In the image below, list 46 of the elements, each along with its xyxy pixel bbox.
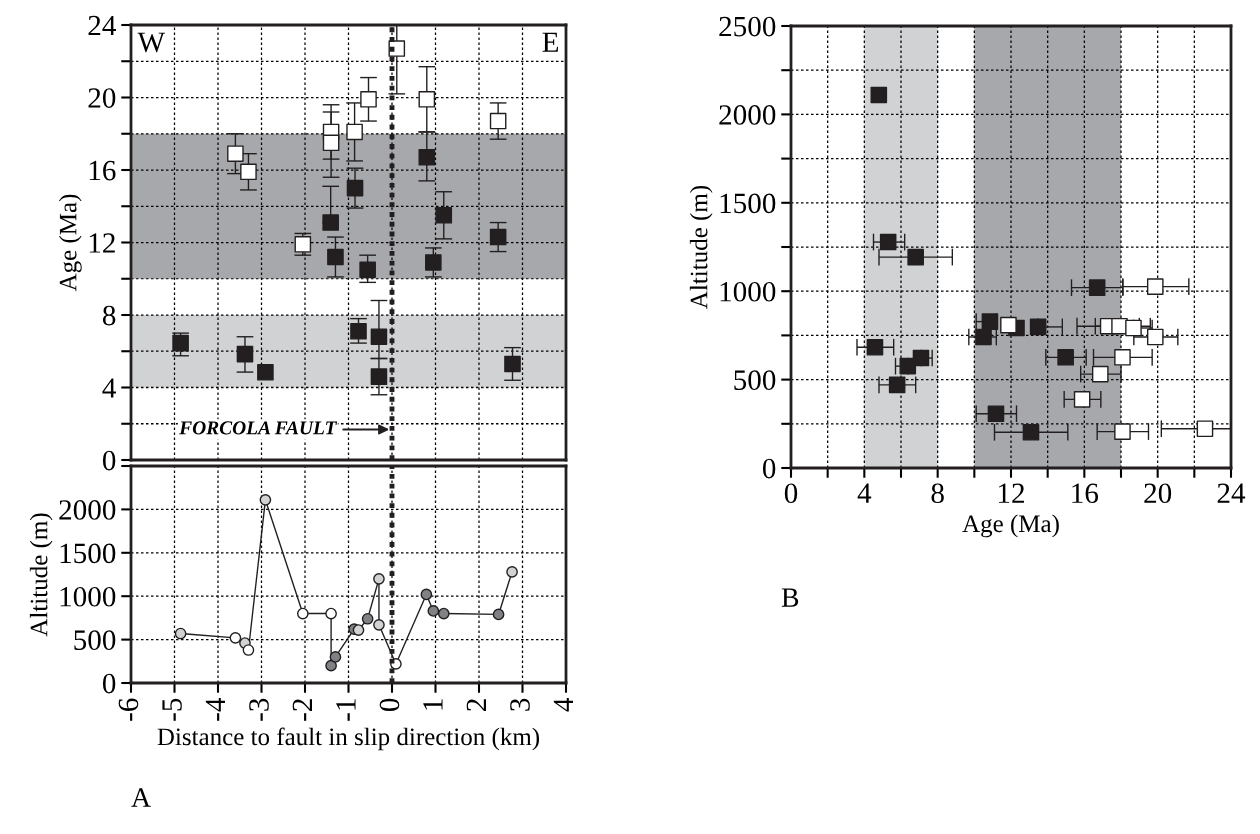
x-tick-label: 0 — [784, 483, 798, 504]
y-tick-label: 2000 — [719, 105, 776, 125]
x-tick-label: 1 — [423, 699, 443, 710]
x-axis-title: Distance to fault in slip direction (km) — [157, 727, 540, 751]
x-tick-label: 4 — [857, 483, 872, 503]
x-tick-label: -5 — [162, 698, 182, 721]
x-tick-label: -2 — [292, 699, 313, 721]
x-tick-label: 3 — [510, 698, 530, 711]
y-axis-title: Age (Ma) — [58, 194, 82, 292]
x-tick-label: -1 — [336, 699, 356, 721]
y-tick-label: 4 — [102, 378, 116, 398]
y-tick-label: 8 — [102, 305, 116, 326]
x-tick-label: 4 — [553, 698, 574, 712]
y-tick-label: 500 — [734, 370, 776, 391]
x-axis-title: Age (Ma) — [962, 514, 1059, 538]
x-tick-label: 0 — [379, 698, 400, 712]
y-tick-label: 12 — [89, 233, 115, 253]
y-tick-label: 1500 — [720, 193, 776, 214]
x-tick-label: -3 — [249, 698, 269, 721]
x-tick-label: 8 — [931, 483, 944, 504]
y-tick-label: 1500 — [60, 543, 116, 564]
x-tick-label: 16 — [1072, 483, 1099, 504]
text: B — [781, 588, 799, 607]
y-tick-label: 16 — [89, 160, 116, 181]
y-tick-label: 2000 — [59, 500, 116, 520]
y-tick-label: 1000 — [720, 281, 776, 302]
annotation: E — [542, 32, 559, 52]
ref-line-label: FORCOLA FAULT — [179, 421, 338, 435]
y-axis-title: Altitude (m) — [689, 185, 713, 309]
annotation: W — [137, 32, 165, 53]
x-tick-label: 20 — [1144, 483, 1172, 504]
y-axis-title: Altitude (m) — [29, 513, 53, 637]
x-tick-label: -4 — [205, 698, 226, 721]
y-tick-label: 0 — [102, 450, 116, 471]
y-tick-label: 20 — [88, 88, 116, 108]
y-tick-label: 1000 — [60, 586, 116, 607]
y-tick-label: 24 — [88, 15, 116, 36]
x-tick-label: -6 — [118, 698, 139, 721]
text: A — [131, 788, 151, 807]
y-tick-label: 0 — [102, 673, 116, 694]
x-tick-label: 2 — [466, 699, 487, 711]
y-tick-label: 500 — [74, 630, 116, 651]
x-tick-label: 24 — [1217, 483, 1246, 503]
x-tick-label: 12 — [998, 483, 1024, 503]
y-tick-label: 2500 — [719, 16, 776, 37]
y-tick-label: 0 — [762, 458, 776, 479]
